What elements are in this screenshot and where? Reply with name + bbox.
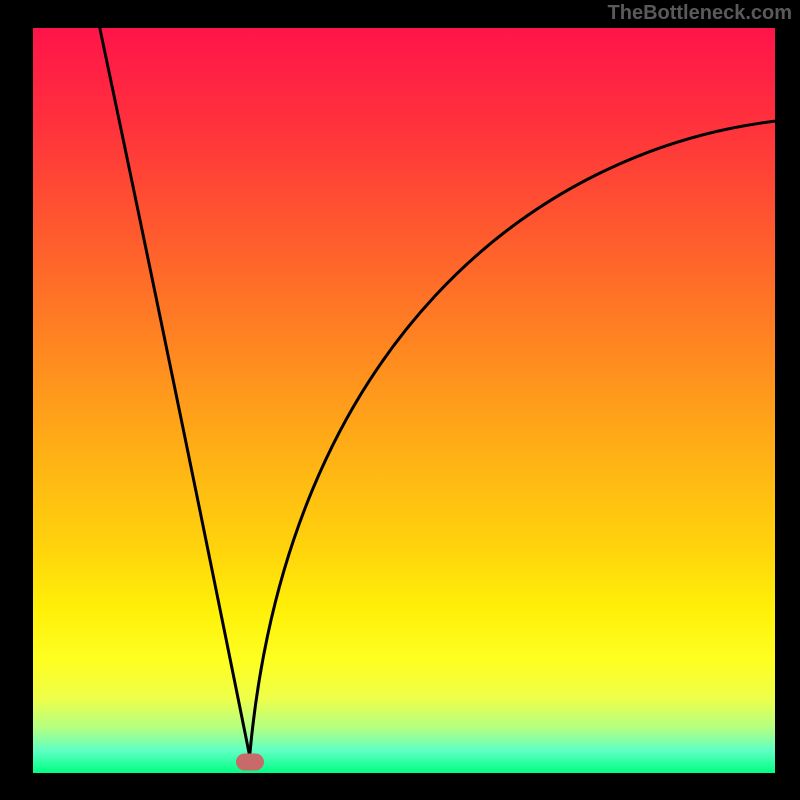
watermark-text: TheBottleneck.com [608, 2, 792, 25]
curve-svg [33, 28, 775, 773]
plot-area [33, 28, 775, 773]
bottleneck-curve [100, 28, 775, 756]
dip-marker [236, 753, 264, 770]
chart-container: TheBottleneck.com [0, 0, 800, 800]
